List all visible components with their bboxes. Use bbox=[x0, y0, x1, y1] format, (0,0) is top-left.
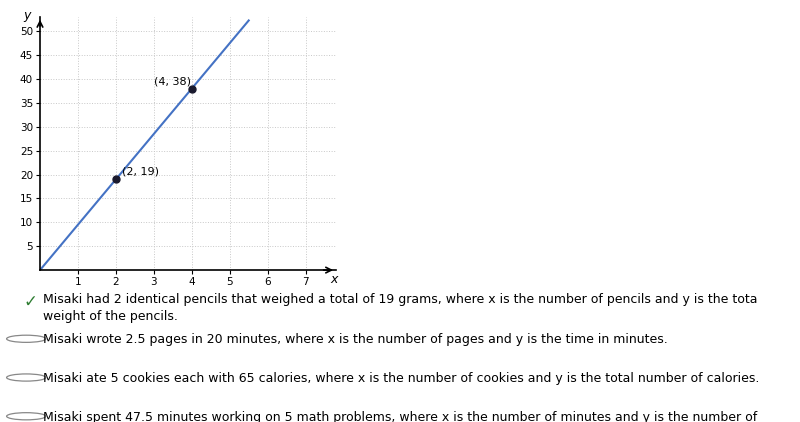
Text: Misaki ate 5 cookies each with 65 calories, where x is the number of cookies and: Misaki ate 5 cookies each with 65 calori… bbox=[43, 372, 760, 385]
Text: Misaki had 2 identical pencils that weighed a total of 19 grams, where x is the : Misaki had 2 identical pencils that weig… bbox=[43, 293, 758, 323]
Text: Misaki wrote 2.5 pages in 20 minutes, where x is the number of pages and y is th: Misaki wrote 2.5 pages in 20 minutes, wh… bbox=[43, 333, 668, 346]
Text: (4, 38): (4, 38) bbox=[154, 76, 191, 86]
Text: ✓: ✓ bbox=[24, 293, 38, 311]
Text: Misaki spent 47.5 minutes working on 5 math problems, where x is the number of m: Misaki spent 47.5 minutes working on 5 m… bbox=[43, 411, 758, 422]
Text: x: x bbox=[330, 273, 338, 287]
Text: (2, 19): (2, 19) bbox=[122, 167, 158, 177]
Text: y: y bbox=[23, 9, 30, 22]
